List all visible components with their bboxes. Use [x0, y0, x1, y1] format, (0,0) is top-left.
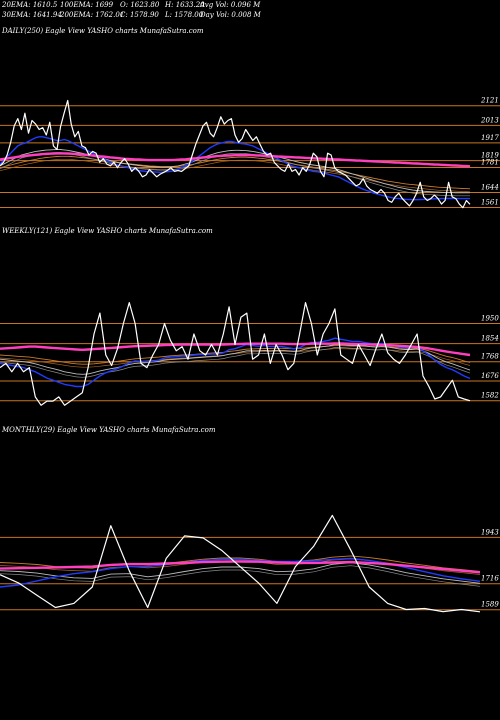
daily-price-line	[0, 99, 471, 209]
monthly-price-line	[0, 514, 481, 613]
monthly-level-label: 1716	[481, 575, 499, 583]
daily-level-label: 2013	[480, 116, 499, 124]
daily-level-label: 1561	[481, 199, 499, 207]
header-20ema: 20EMA: 1610.5	[2, 1, 58, 9]
header-100ema: 100EMA: 1699	[60, 1, 114, 9]
header-day-vol: Day Vol: 0.008 M	[200, 11, 261, 19]
daily-ema-gray-companion-line	[0, 152, 470, 197]
weekly-level-label: 1582	[481, 392, 499, 400]
weekly-panel: 1950 1854 1768 1676 1582	[0, 302, 500, 406]
monthly-ema-orange-line	[0, 555, 481, 572]
monthly-level-label: 1943	[481, 528, 499, 536]
monthly-level-label: 1589	[481, 601, 499, 609]
monthly-panel: 1943 1716 1589	[0, 514, 500, 613]
daily-ema-blue-line	[0, 136, 470, 201]
daily-ema-gray-line	[0, 149, 470, 194]
daily-ema-orange-companion-line	[0, 158, 471, 193]
daily-level-label: 2121	[480, 97, 499, 105]
header-avg-vol: Avg Vol: 0.096 M	[200, 1, 261, 9]
weekly-level-label: 1854	[481, 335, 499, 343]
weekly-level-label: 1950	[481, 315, 499, 323]
weekly-ema-orange-line	[0, 345, 471, 365]
weekly-ema-gray-companion-line	[0, 347, 471, 378]
daily-level-label: 1644	[481, 183, 499, 191]
weekly-ema-orange-companion-line	[0, 348, 471, 368]
daily-ema-orange-line	[0, 155, 471, 190]
weekly-ema-gray-line	[0, 344, 471, 375]
header-high: H: 1633.20	[165, 1, 205, 9]
daily-level-label: 1781	[481, 159, 499, 167]
daily-level-label: 1917	[481, 134, 499, 142]
daily-ema-pink-line	[0, 152, 471, 168]
weekly-price-line	[0, 302, 471, 406]
monthly-ema-pink-line	[0, 560, 481, 574]
monthly-ema-gray-companion-line	[0, 565, 481, 587]
header-open: O: 1623.80	[120, 1, 160, 9]
daily-panel-title: DAILY(250) Eagle View YASHO charts Munaf…	[2, 27, 204, 35]
header-close: C: 1578.90	[120, 11, 159, 19]
weekly-level-label: 1768	[481, 353, 499, 361]
weekly-panel-title: WEEKLY(121) Eagle View YASHO charts Muna…	[2, 227, 213, 235]
weekly-level-label: 1676	[481, 372, 499, 380]
header-low: L: 1578.00	[165, 11, 204, 19]
daily-level-label: 1819	[481, 152, 499, 160]
monthly-panel-title: MONTHLY(29) Eagle View YASHO charts Muna…	[2, 426, 216, 434]
header-30ema: 30EMA: 1641.94	[2, 11, 62, 19]
header-200ema: 200EMA: 1762.01	[60, 11, 125, 19]
